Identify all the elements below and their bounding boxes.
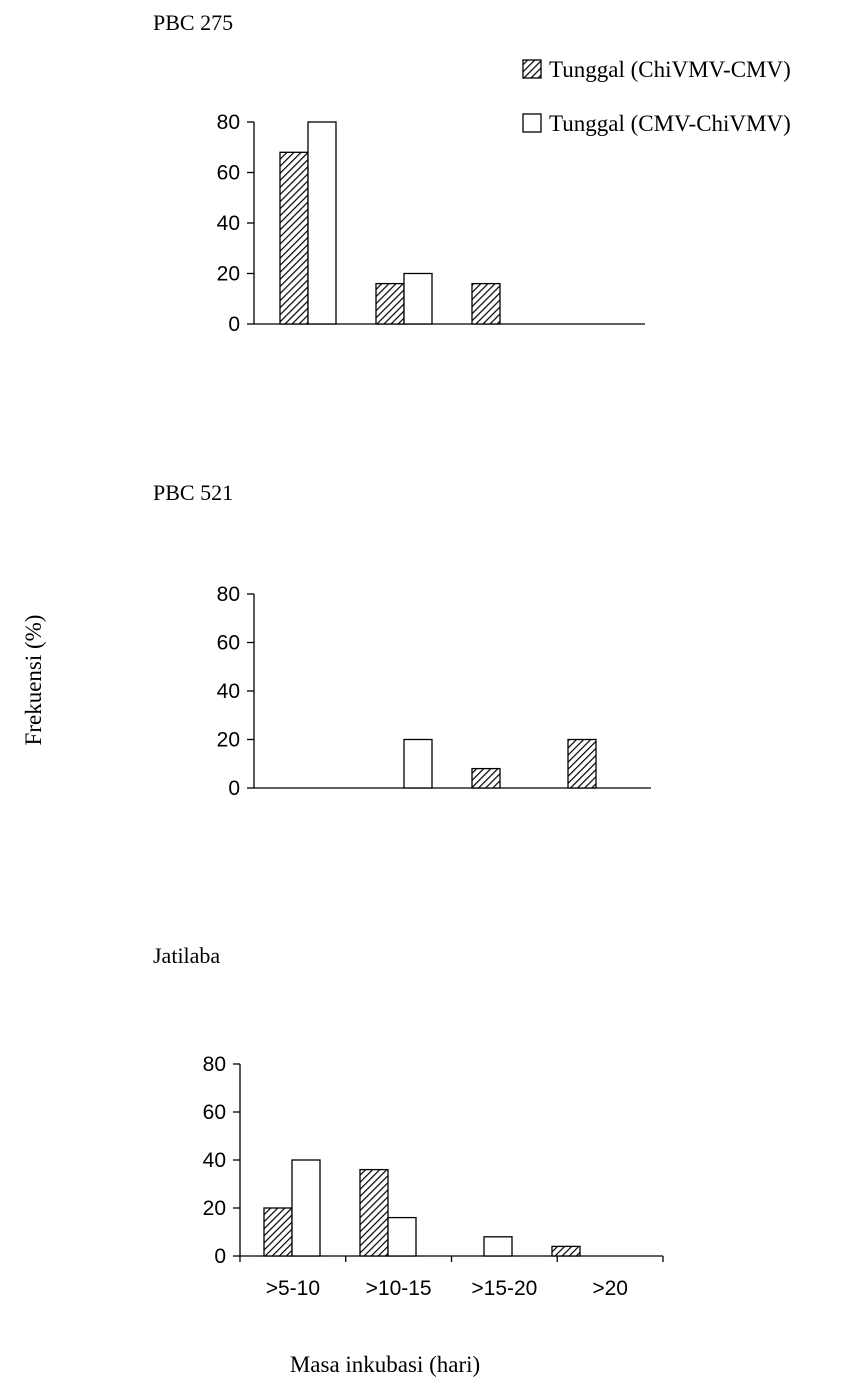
bar-hatched-gt10-15	[375, 282, 405, 325]
chart-panel-jatilaba: 0 20 40 60 80 >5-10 >10-15 >15-20 >20	[203, 1053, 664, 1300]
bar-open-gt5-10	[307, 121, 337, 325]
legend-swatch-open	[522, 113, 542, 133]
bar-open-gt15-20	[483, 1236, 513, 1257]
bar-open-gt10-15	[403, 738, 433, 789]
y-axis-label: Frekuensi (%)	[21, 615, 46, 746]
bar-hatched-gt15-20	[471, 767, 501, 789]
chart-panel-pbc275: 0 20 40 60 80	[217, 111, 645, 336]
y-tick-label: 20	[217, 263, 240, 286]
bar-hatched-gt10-15	[359, 1168, 389, 1257]
y-tick-label: 80	[203, 1053, 226, 1076]
y-tick-label: 20	[203, 1197, 226, 1220]
x-tick-label: >15-20	[471, 1277, 537, 1300]
panel-title-pbc521: PBC 521	[153, 480, 233, 505]
y-tick-label: 40	[217, 212, 240, 235]
x-axis-label: Masa inkubasi (hari)	[290, 1352, 480, 1377]
bar-open-gt5-10	[291, 1159, 321, 1257]
bar-hatched-gt20	[551, 1245, 581, 1257]
bar-hatched-gt15-20	[471, 282, 501, 325]
y-tick-label: 80	[217, 111, 240, 134]
y-tick-label: 40	[217, 680, 240, 703]
bar-hatched-gt20	[567, 738, 597, 789]
chart-panel-pbc521: 0 20 40 60 80	[217, 583, 651, 800]
y-tick-label: 0	[228, 777, 240, 800]
y-tick-label: 60	[203, 1101, 226, 1124]
y-tick-label: 40	[203, 1149, 226, 1172]
x-tick-label: >5-10	[266, 1277, 320, 1300]
y-tick-label: 0	[214, 1245, 226, 1268]
y-tick-label: 80	[217, 583, 240, 606]
y-tick-label: 60	[217, 162, 240, 185]
y-tick-label: 0	[228, 313, 240, 336]
x-tick-label: >10-15	[366, 1277, 432, 1300]
panel-title-jatilaba: Jatilaba	[153, 943, 220, 968]
legend: Tunggal (ChiVMV-CMV) Tunggal (CMV-ChiVMV…	[522, 57, 791, 136]
y-tick-label: 60	[217, 632, 240, 655]
x-tick-label: >20	[592, 1277, 628, 1300]
bar-open-gt10-15	[403, 272, 433, 325]
legend-label-open: Tunggal (CMV-ChiVMV)	[549, 111, 791, 136]
legend-label-hatched: Tunggal (ChiVMV-CMV)	[549, 57, 791, 82]
bar-hatched-gt5-10	[279, 151, 309, 325]
legend-swatch-hatched	[522, 59, 542, 79]
y-tick-label: 20	[217, 729, 240, 752]
panel-title-pbc275: PBC 275	[153, 10, 233, 35]
bar-hatched-gt5-10	[263, 1207, 293, 1257]
bar-open-gt10-15	[387, 1216, 417, 1257]
